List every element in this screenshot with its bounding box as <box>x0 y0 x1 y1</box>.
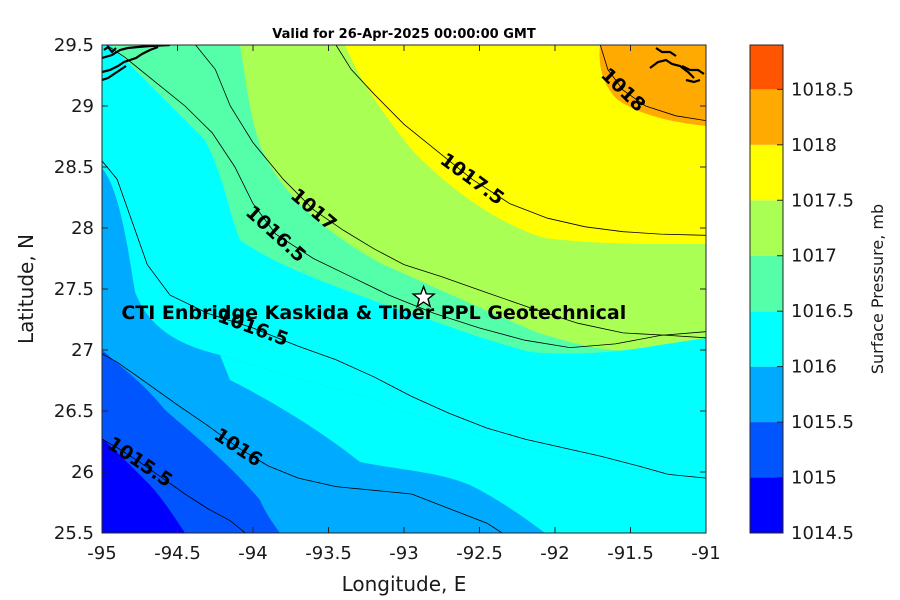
contour-line <box>335 45 706 236</box>
contour-line <box>102 160 706 479</box>
y-tick-label: 25.5 <box>54 523 94 544</box>
colorbar-tick-label: 1014.5 <box>791 523 854 544</box>
x-tick-label: -93 <box>389 543 418 564</box>
colorbar-swatch <box>750 477 783 533</box>
colorbar-swatch <box>750 45 783 90</box>
y-axis-label: Latitude, N <box>14 234 38 344</box>
y-tick-label: 29 <box>71 96 94 117</box>
colorbar-tick-label: 1015 <box>791 468 837 489</box>
x-tick-label: -91 <box>691 543 720 564</box>
y-tick-label: 27 <box>71 340 94 361</box>
colorbar-label: Surface Pressure, mb <box>868 204 887 374</box>
x-tick-label: -92.5 <box>456 543 503 564</box>
y-tick-label: 29.5 <box>54 35 94 56</box>
colorbar-swatch <box>750 311 783 367</box>
colorbar-frame <box>749 44 784 534</box>
x-tick-label: -92 <box>540 543 569 564</box>
colorbar: 1014.5 1015 1015.5 1016 1016.5 1017 1017.5 1018… <box>749 44 854 544</box>
x-tick-label: -93.5 <box>305 543 352 564</box>
y-axis-ticks: 25.5 26 26.5 27 27.5 28 28.5 29 29.5 <box>54 35 706 544</box>
y-tick-label: 26.5 <box>54 401 94 422</box>
colorbar-tick-label: 1017.5 <box>791 190 854 211</box>
y-tick-label: 26 <box>71 462 94 483</box>
colorbar-tick-label: 1018.5 <box>791 79 854 100</box>
y-tick-label: 27.5 <box>54 279 94 300</box>
chart-title: Valid for 26-Apr-2025 00:00:00 GMT <box>272 27 536 42</box>
x-tick-label: -94.5 <box>154 543 201 564</box>
colorbar-tick-label: 1017 <box>791 246 837 267</box>
colorbar-swatch <box>750 255 783 312</box>
colorbar-swatch <box>750 366 783 423</box>
contour-line <box>599 45 706 121</box>
x-axis-label: Longitude, E <box>342 572 467 596</box>
contour-line <box>195 45 706 339</box>
band-1014.5-1015 <box>102 438 185 533</box>
contour-lines <box>102 45 706 533</box>
colorbar-swatch <box>750 200 783 256</box>
contour-line <box>106 45 706 349</box>
y-tick-label: 28.5 <box>54 157 94 178</box>
x-tick-label: -95 <box>87 543 116 564</box>
coastline <box>102 45 705 84</box>
x-tick-label: -94 <box>238 543 267 564</box>
site-annotation: CTI Enbridge Kaskida & Tiber PPL Geotech… <box>121 302 626 324</box>
band-1015.5-1016 <box>102 168 706 533</box>
contour-line <box>102 353 503 533</box>
colorbar-swatch <box>750 89 783 145</box>
y-tick-label: 28 <box>71 218 94 239</box>
contour-line <box>102 438 246 533</box>
colorbar-swatch <box>750 422 783 478</box>
map-area <box>102 45 706 533</box>
x-tick-label: -91.5 <box>607 543 654 564</box>
site-star-marker <box>411 284 436 309</box>
band-1016-1016.5-lower <box>220 355 706 533</box>
x-axis-ticks: -95 -94.5 -94 -93.5 -93 -92.5 -92 -91.5 -91 <box>87 45 721 564</box>
colorbar-tick-label: 1016.5 <box>791 301 854 322</box>
colorbar-tick-label: 1015.5 <box>791 412 854 433</box>
colorbar-swatch <box>750 144 783 201</box>
colorbar-tick-label: 1018 <box>791 135 837 156</box>
colorbar-tick-label: 1016 <box>791 357 837 378</box>
